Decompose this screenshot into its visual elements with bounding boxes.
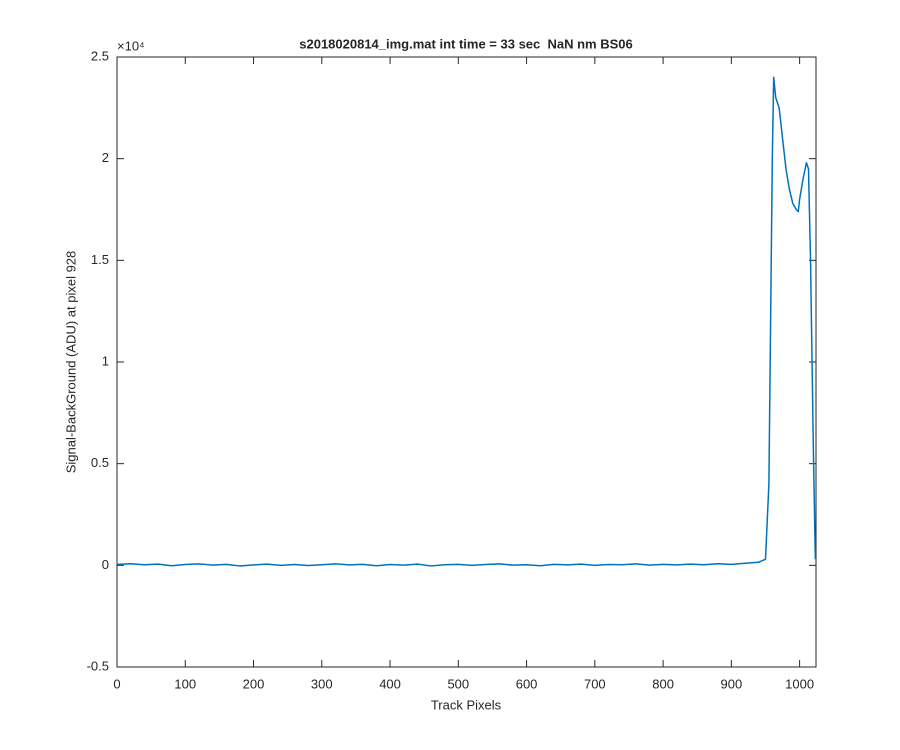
y-scale-label: ×10⁴	[117, 38, 145, 53]
x-tick-label: 600	[516, 676, 538, 691]
y-tick-label: 2	[102, 150, 109, 165]
x-tick-label: 300	[311, 676, 333, 691]
x-tick-label: 200	[243, 676, 265, 691]
y-tick-label: 2.5	[91, 48, 109, 63]
x-tick-label: 900	[721, 676, 743, 691]
x-axis-label: Track Pixels	[431, 697, 502, 712]
x-tick-label: 100	[174, 676, 196, 691]
y-tick-label: 0.5	[91, 455, 109, 470]
y-tick-label: -0.5	[87, 658, 109, 673]
data-line	[116, 76, 817, 567]
x-tick-label: 500	[447, 676, 469, 691]
x-tick-label: 1000	[785, 676, 814, 691]
chart-title: s2018020814_img.mat int time = 33 sec Na…	[299, 36, 633, 51]
y-tick-label: 1.5	[91, 252, 109, 267]
x-tick-label: 0	[113, 676, 120, 691]
x-tick-label: 700	[584, 676, 606, 691]
y-axis-label: Signal-BackGround (ADU) at pixel 928	[63, 251, 78, 474]
x-tick-label: 800	[652, 676, 674, 691]
y-tick-label: 1	[102, 353, 109, 368]
x-tick-label: 400	[379, 676, 401, 691]
y-tick-label: 0	[102, 557, 109, 572]
